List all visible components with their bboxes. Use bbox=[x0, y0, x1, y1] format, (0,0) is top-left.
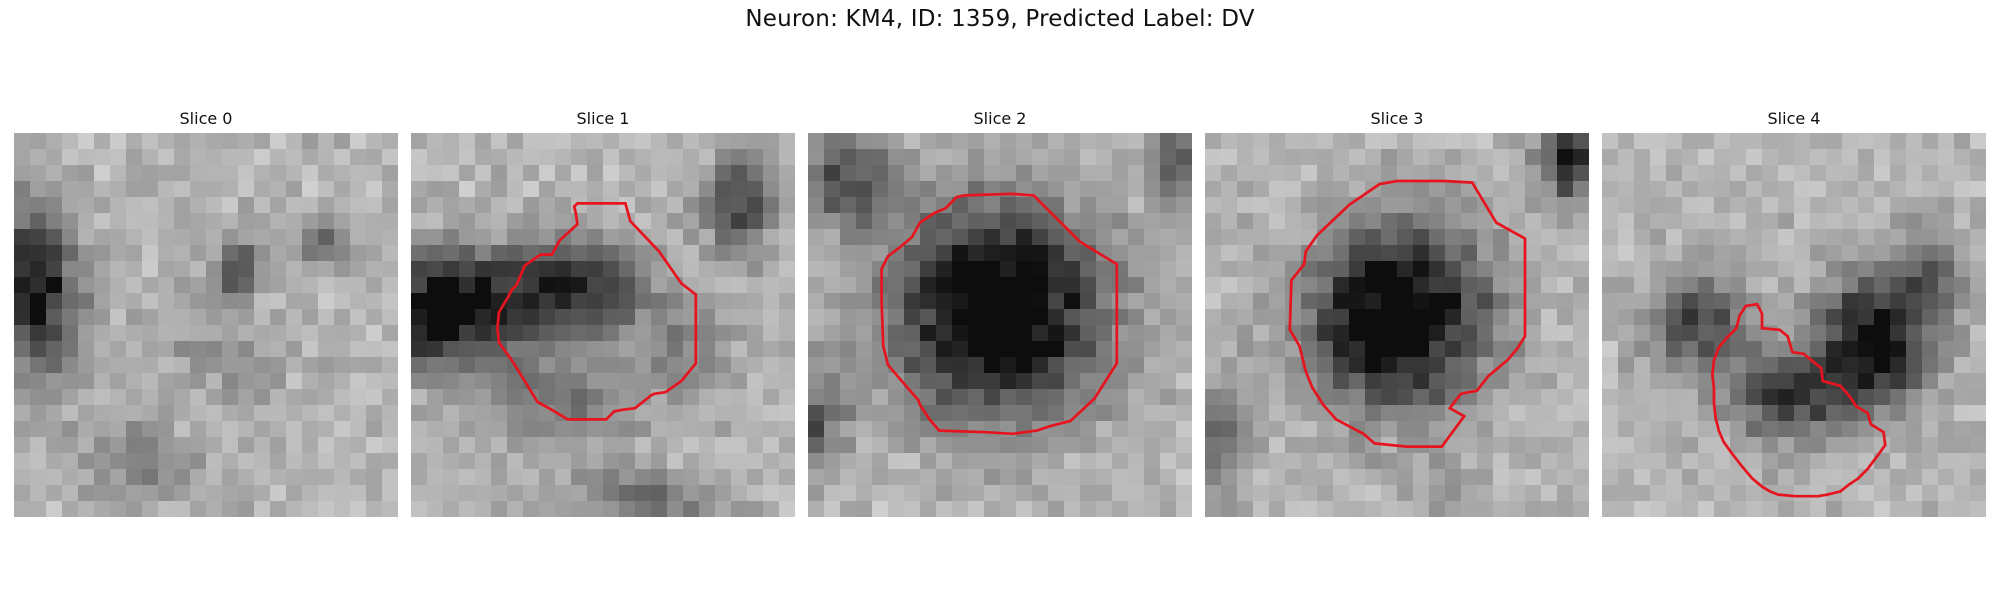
slice-panel-0: Slice 0 bbox=[14, 105, 398, 517]
slice-image bbox=[411, 133, 795, 517]
roi-contour bbox=[1288, 179, 1527, 448]
slice-image bbox=[1602, 133, 1986, 517]
roi-contour bbox=[880, 192, 1119, 436]
slice-image bbox=[14, 133, 398, 517]
figure-title: Neuron: KM4, ID: 1359, Predicted Label: … bbox=[745, 6, 1255, 32]
slice-title: Slice 3 bbox=[1370, 109, 1424, 128]
slice-title: Slice 0 bbox=[179, 109, 233, 128]
slice-panel-4: Slice 4 bbox=[1602, 105, 1986, 517]
slice-title: Slice 1 bbox=[576, 109, 630, 128]
slice-title: Slice 2 bbox=[973, 109, 1027, 128]
slice-panel-2: Slice 2 bbox=[808, 105, 1192, 517]
slice-title: Slice 4 bbox=[1767, 109, 1821, 128]
slice-panel-3: Slice 3 bbox=[1205, 105, 1589, 517]
slice-image bbox=[808, 133, 1192, 517]
roi-contour bbox=[496, 202, 698, 421]
slice-panel-1: Slice 1 bbox=[411, 105, 795, 517]
roi-contour bbox=[1711, 302, 1887, 498]
slice-image bbox=[1205, 133, 1589, 517]
